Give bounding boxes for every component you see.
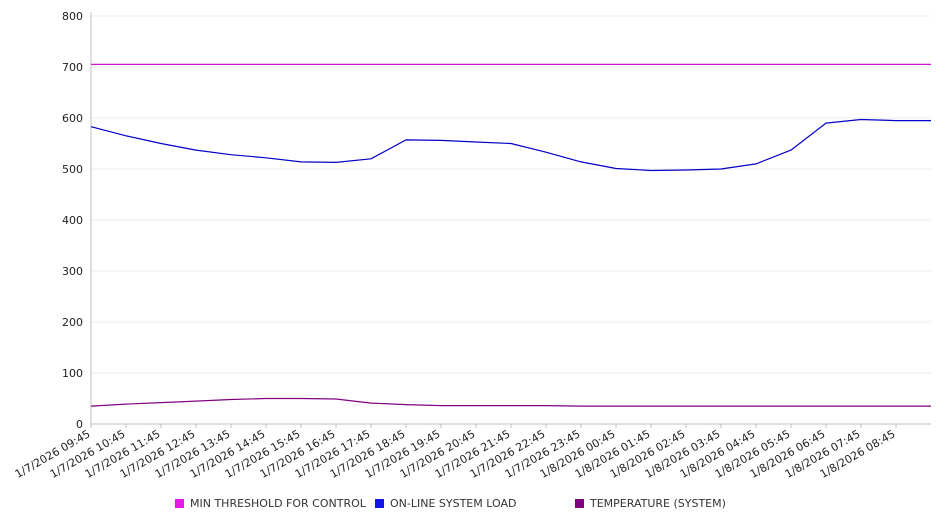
x-axis-ticks: 1/7/2026 09:451/7/2026 10:451/7/2026 11:…: [13, 424, 898, 481]
legend-label-system-load: ON-LINE SYSTEM LOAD: [390, 497, 517, 510]
y-tick-label: 300: [62, 265, 83, 278]
legend-label-temperature: TEMPERATURE (SYSTEM): [590, 497, 726, 510]
legend-item-system-load[interactable]: ON-LINE SYSTEM LOAD: [375, 497, 516, 510]
y-tick-label: 0: [76, 418, 83, 431]
legend-swatch-threshold: [175, 499, 184, 508]
series-line-2: [90, 397, 931, 407]
y-tick-label: 600: [62, 112, 83, 125]
y-axis-ticks: 0 100 200 300 400 500 600 700 800: [62, 10, 83, 431]
y-tick-label: 700: [62, 61, 83, 74]
legend-swatch-temperature: [575, 499, 584, 508]
y-tick-label: 400: [62, 214, 83, 227]
legend-label-threshold: MIN THRESHOLD FOR CONTROL: [190, 497, 366, 510]
legend-item-temperature[interactable]: TEMPERATURE (SYSTEM): [575, 497, 726, 510]
y-tick-label: 100: [62, 367, 83, 380]
y-tick-label: 200: [62, 316, 83, 329]
series-lines: [90, 63, 931, 407]
legend: MIN THRESHOLD FOR CONTROL ON-LINE SYSTEM…: [0, 497, 946, 515]
series-line-1: [90, 118, 931, 172]
y-tick-label: 800: [62, 10, 83, 23]
legend-item-threshold[interactable]: MIN THRESHOLD FOR CONTROL: [175, 497, 366, 510]
legend-swatch-system-load: [375, 499, 384, 508]
y-tick-label: 500: [62, 163, 83, 176]
gridlines: [91, 15, 931, 374]
axes: [90, 12, 931, 425]
